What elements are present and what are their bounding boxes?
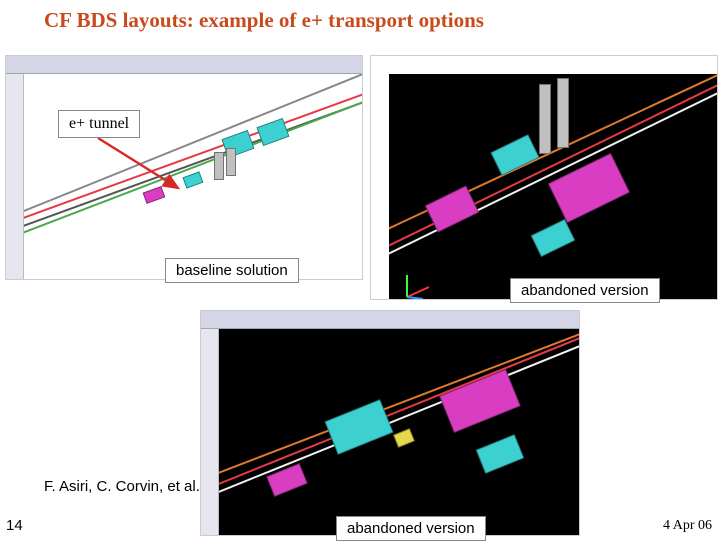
axis-triad-icon bbox=[401, 269, 431, 299]
cad-sidebar bbox=[201, 329, 219, 535]
magnet-gray bbox=[557, 78, 569, 148]
cad-viewport-abandoned-1 bbox=[389, 74, 717, 299]
magnet-gray bbox=[226, 148, 236, 176]
caption-abandoned-bc: abandoned version bbox=[336, 516, 486, 541]
magnet-cyan bbox=[256, 118, 289, 146]
cad-toolbar bbox=[201, 311, 579, 329]
magnet-gray bbox=[539, 84, 551, 154]
page-number: 14 bbox=[6, 517, 23, 534]
slide-title: CF BDS layouts: example of e+ transport … bbox=[44, 8, 484, 33]
cad-viewport-abandoned-2 bbox=[219, 329, 579, 535]
magnet-magenta bbox=[439, 369, 521, 433]
credit-line: F. Asiri, C. Corvin, et al. bbox=[44, 478, 200, 495]
caption-baseline: baseline solution bbox=[165, 258, 299, 283]
magnet-yellow bbox=[393, 428, 415, 448]
footer-date: 4 Apr 06 bbox=[663, 518, 712, 534]
annotation-e-tunnel: e+ tunnel bbox=[58, 110, 140, 138]
panel-top-right bbox=[370, 55, 718, 300]
caption-abandoned-tr: abandoned version bbox=[510, 278, 660, 303]
magnet-cyan bbox=[531, 219, 576, 257]
cad-sidebar bbox=[6, 74, 24, 279]
magnet-magenta bbox=[425, 185, 479, 232]
panel-bottom-center bbox=[200, 310, 580, 536]
magnet-cyan bbox=[324, 399, 393, 455]
cad-toolbar bbox=[6, 56, 362, 74]
magnet-magenta bbox=[548, 153, 630, 223]
magnet-cyan bbox=[476, 434, 525, 474]
